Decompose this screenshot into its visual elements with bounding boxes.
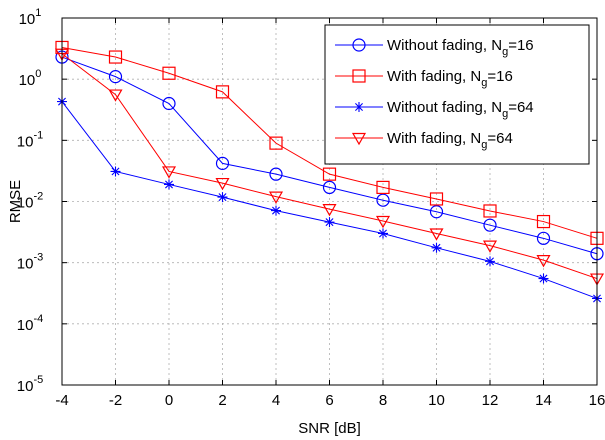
x-tick-label: 6: [325, 392, 333, 409]
data-point: [324, 217, 335, 228]
data-point: [429, 228, 444, 241]
data-point: [108, 50, 123, 64]
data-point: [164, 179, 174, 190]
x-tick-label: 0: [165, 392, 173, 409]
legend-item-3: Without fading, Ng=64: [335, 99, 534, 120]
data-point: [375, 215, 391, 229]
y-tick-label: 10-4: [17, 313, 43, 334]
x-tick-label: -4: [55, 392, 68, 409]
x-tick-label: 8: [379, 392, 387, 409]
legend-item-1: Without fading, Ng=16: [335, 37, 534, 58]
legend-box: [324, 24, 590, 165]
data-point: [269, 167, 283, 181]
x-tick-label: 10: [428, 392, 445, 409]
data-point: [376, 180, 390, 195]
x-tick-label: 14: [535, 392, 552, 409]
legend-marker: [354, 102, 364, 112]
data-point: [322, 204, 337, 217]
x-tick-label: 2: [218, 392, 226, 409]
data-point: [217, 192, 228, 203]
data-point: [538, 273, 549, 284]
data-point: [215, 177, 230, 191]
x-tick-label: -2: [109, 392, 122, 409]
x-tick-label: 4: [272, 392, 280, 409]
data-point: [322, 180, 337, 195]
x-tick-label: 12: [482, 392, 499, 409]
data-point: [429, 192, 444, 206]
legend-item-2: With fading, Ng=16: [335, 68, 513, 89]
data-point: [268, 191, 284, 204]
data-point: [431, 242, 442, 253]
legend-marker: [351, 132, 367, 146]
y-tick-label: 10-3: [17, 252, 43, 273]
legend-label: With fading, Ng=16: [387, 68, 513, 89]
series-line: [61, 46, 598, 239]
data-point: [482, 240, 498, 253]
series-line: [61, 56, 598, 255]
data-point: [536, 231, 551, 245]
data-point: [536, 255, 551, 268]
data-point: [162, 96, 176, 111]
data-point: [108, 70, 123, 84]
legend-label: Without fading, Ng=64: [387, 99, 534, 120]
y-tick-label: 10-2: [17, 191, 43, 212]
legend-label: With fading, Ng=64: [387, 130, 513, 151]
data-point: [269, 136, 283, 150]
data-point: [215, 156, 230, 170]
legend: Without fading, Ng=16 With fading, Ng=16 W…: [324, 24, 590, 165]
series-4: [54, 48, 605, 286]
y-tick-label: 10-1: [17, 129, 43, 150]
y-tick-label: 100: [19, 68, 42, 89]
x-tick-label: 16: [589, 392, 605, 409]
data-point: [376, 193, 390, 207]
data-point: [271, 205, 281, 216]
data-point: [483, 204, 497, 218]
legend-marker: [352, 38, 366, 52]
y-axis-label: RMSE: [7, 180, 24, 223]
data-point: [485, 256, 495, 267]
data-point: [110, 166, 121, 177]
data-point: [162, 66, 176, 80]
data-point: [161, 166, 177, 179]
legend-item-4: With fading, Ng=64: [335, 130, 513, 151]
data-point: [483, 218, 497, 232]
data-point: [536, 214, 551, 229]
y-tick-label: 10-5: [17, 374, 43, 395]
data-point: [215, 85, 230, 99]
series-line: [61, 53, 598, 280]
data-point: [322, 167, 337, 181]
data-point: [108, 89, 123, 102]
y-tick-label: 101: [19, 7, 42, 28]
tick-layer: -4 -2 0 2 4 6 8 10 12 14 16 10-5 10-4 10-3 10-2 10-1 100…: [17, 7, 605, 409]
data-point: [378, 228, 388, 239]
data-point: [429, 205, 444, 219]
legend-label: Without fading, Ng=16: [387, 37, 534, 58]
x-axis-label: SNR [dB]: [298, 420, 361, 437]
legend-marker: [352, 69, 366, 83]
